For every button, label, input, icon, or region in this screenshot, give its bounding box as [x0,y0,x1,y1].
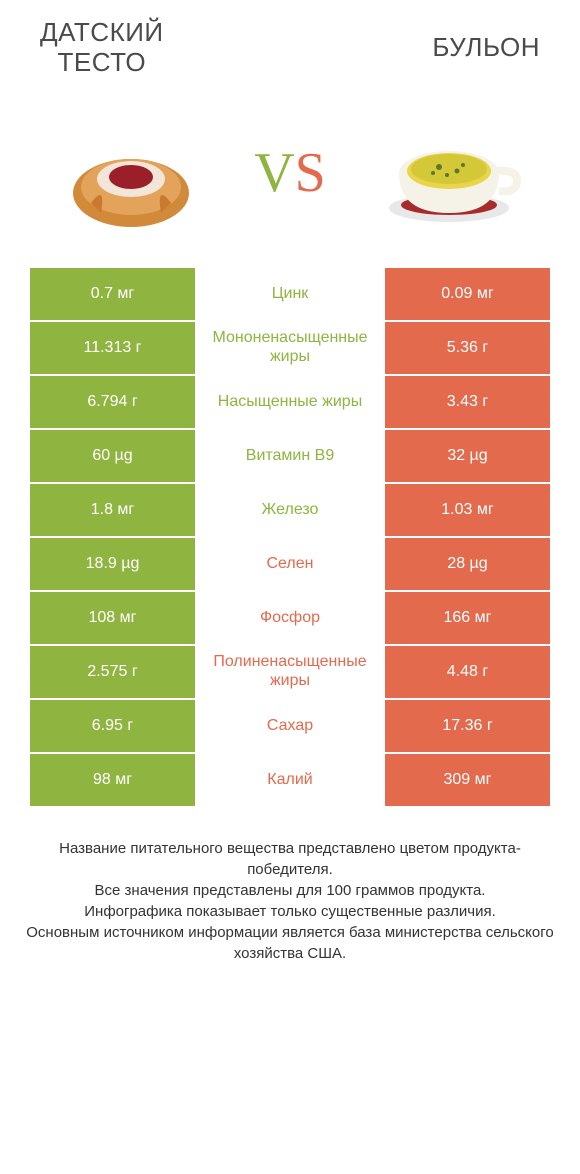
cell-left: 98 мг [30,754,195,806]
footer-line3: Инфографика показывает только существенн… [20,901,560,922]
title-left-line2: ТЕСТО [40,48,164,78]
table-row: 6.95 гСахар17.36 г [30,700,550,754]
cell-right: 3.43 г [385,376,550,428]
cell-right: 309 мг [385,754,550,806]
table-row: 2.575 гПолиненасыщенные жиры4.48 г [30,646,550,700]
cell-left: 18.9 µg [30,538,195,590]
cell-right: 32 µg [385,430,550,482]
footer-line4: Основным источником информации является … [20,922,560,964]
cell-right: 1.03 мг [385,484,550,536]
footer-line2: Все значения представлены для 100 граммо… [20,880,560,901]
cell-mid: Фосфор [195,592,385,644]
table-row: 60 µgВитамин B932 µg [30,430,550,484]
cell-right: 28 µg [385,538,550,590]
table-row: 18.9 µgСелен28 µg [30,538,550,592]
cell-mid: Сахар [195,700,385,752]
table-row: 0.7 мгЦинк0.09 мг [30,268,550,322]
pastry-image [51,113,211,233]
cell-mid: Калий [195,754,385,806]
cell-left: 108 мг [30,592,195,644]
table-row: 98 мгКалий309 мг [30,754,550,808]
cell-right: 5.36 г [385,322,550,374]
cell-mid: Железо [195,484,385,536]
vs-v: V [254,142,294,204]
cell-mid: Полиненасыщенные жиры [195,646,385,698]
cell-right: 4.48 г [385,646,550,698]
footer-text: Название питательного вещества представл… [0,808,580,964]
cell-mid: Селен [195,538,385,590]
cell-mid: Витамин B9 [195,430,385,482]
cell-mid: Насыщенные жиры [195,376,385,428]
table-row: 108 мгФосфор166 мг [30,592,550,646]
cell-left: 6.95 г [30,700,195,752]
cell-right: 0.09 мг [385,268,550,320]
cell-left: 2.575 г [30,646,195,698]
cell-left: 60 µg [30,430,195,482]
table-row: 1.8 мгЖелезо1.03 мг [30,484,550,538]
infographic-container: ДАТСКИЙ ТЕСТО БУЛЬОН VS [0,0,580,1174]
title-left: ДАТСКИЙ ТЕСТО [40,18,164,78]
cell-left: 11.313 г [30,322,195,374]
comparison-table: 0.7 мгЦинк0.09 мг11.313 гМононенасыщенны… [0,268,580,808]
cell-mid: Цинк [195,268,385,320]
footer-line1: Название питательного вещества представл… [20,838,560,880]
vs-label: VS [254,141,326,205]
images-row: VS [0,88,580,268]
title-left-line1: ДАТСКИЙ [40,18,164,48]
cell-left: 6.794 г [30,376,195,428]
cell-right: 166 мг [385,592,550,644]
table-row: 11.313 гМононенасыщенные жиры5.36 г [30,322,550,376]
titles-row: ДАТСКИЙ ТЕСТО БУЛЬОН [0,0,580,88]
cell-left: 1.8 мг [30,484,195,536]
title-right: БУЛЬОН [432,32,540,63]
cell-mid: Мононенасыщенные жиры [195,322,385,374]
broth-image [369,113,529,233]
cell-right: 17.36 г [385,700,550,752]
vs-s: S [295,142,326,204]
cell-left: 0.7 мг [30,268,195,320]
table-row: 6.794 гНасыщенные жиры3.43 г [30,376,550,430]
